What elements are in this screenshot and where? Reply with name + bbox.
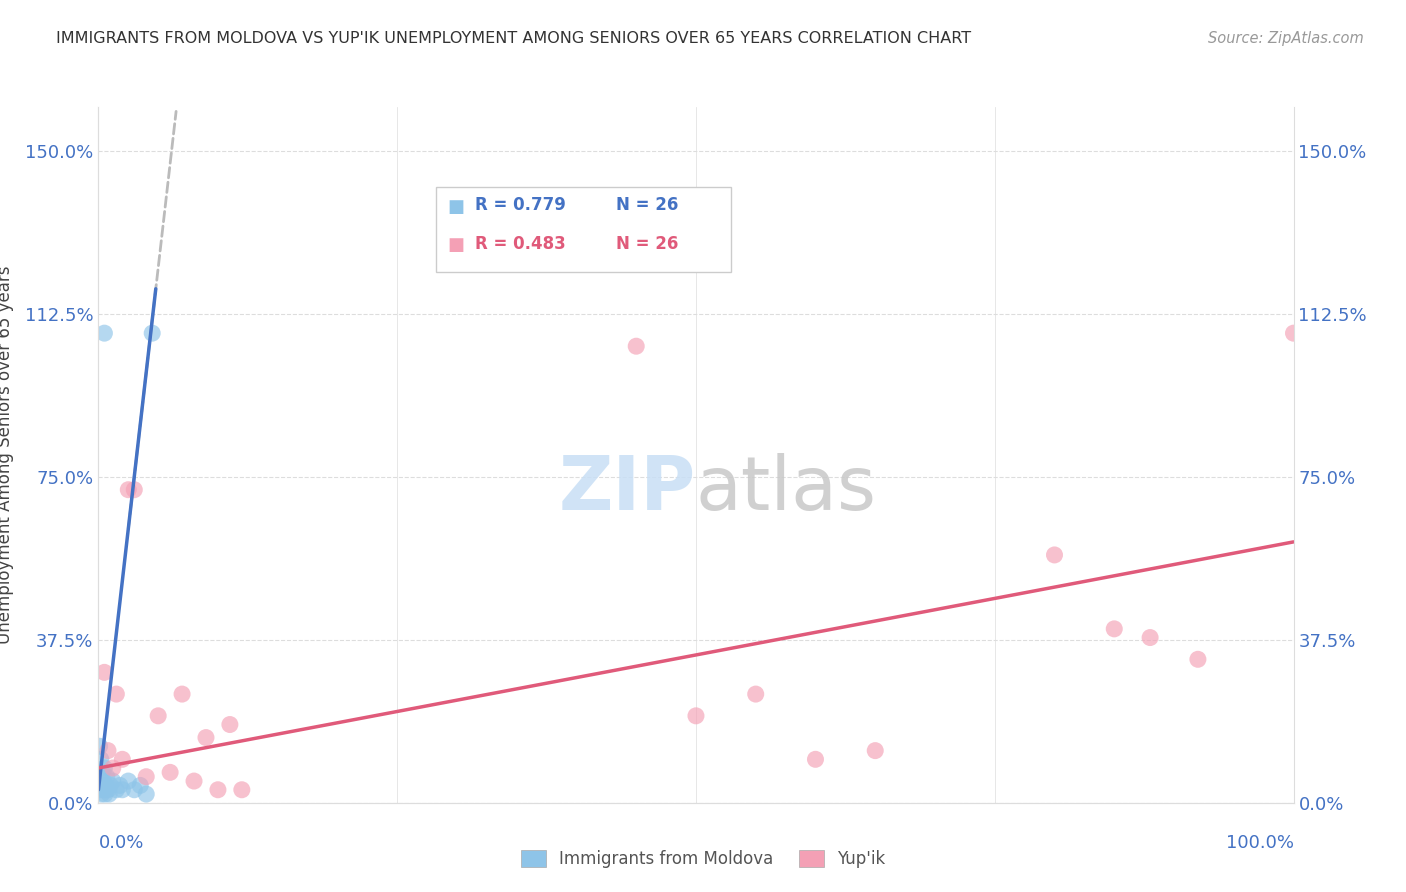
- Point: [148, 708, 170, 723]
- Point: [626, 339, 648, 353]
- Point: [93, 782, 115, 797]
- Point: [105, 782, 128, 797]
- Point: [98, 778, 122, 792]
- Text: ■: ■: [447, 236, 464, 254]
- Point: [1187, 652, 1209, 666]
- Point: [124, 483, 146, 497]
- Y-axis label: Unemployment Among Seniors over 65 years: Unemployment Among Seniors over 65 years: [0, 266, 14, 644]
- Point: [117, 774, 139, 789]
- Point: [91, 774, 114, 789]
- Point: [117, 483, 139, 497]
- Point: [183, 774, 205, 789]
- Point: [90, 752, 112, 766]
- Point: [91, 765, 114, 780]
- Point: [111, 782, 134, 797]
- Point: [90, 787, 112, 801]
- Point: [101, 774, 124, 789]
- Point: [685, 708, 707, 723]
- Point: [89, 739, 111, 754]
- Point: [96, 782, 118, 797]
- Point: [96, 770, 118, 784]
- Point: [135, 787, 157, 801]
- Text: N = 26: N = 26: [616, 196, 678, 214]
- Text: N = 26: N = 26: [616, 235, 678, 252]
- Text: R = 0.483: R = 0.483: [475, 235, 567, 252]
- Point: [219, 717, 242, 731]
- Text: Source: ZipAtlas.com: Source: ZipAtlas.com: [1208, 31, 1364, 46]
- Point: [207, 782, 229, 797]
- Point: [135, 770, 157, 784]
- Text: 100.0%: 100.0%: [1226, 834, 1294, 852]
- Text: ZIP: ZIP: [558, 453, 696, 526]
- Point: [141, 326, 163, 340]
- Point: [159, 765, 181, 780]
- Point: [89, 782, 111, 797]
- Point: [93, 761, 115, 775]
- Point: [172, 687, 194, 701]
- Text: atlas: atlas: [696, 453, 877, 526]
- Point: [94, 778, 117, 792]
- Point: [98, 787, 121, 801]
- Point: [1043, 548, 1066, 562]
- Point: [231, 782, 253, 797]
- Text: 0.0%: 0.0%: [98, 834, 143, 852]
- Point: [97, 782, 120, 797]
- Point: [129, 778, 152, 792]
- Point: [1139, 631, 1161, 645]
- Text: ■: ■: [447, 198, 464, 216]
- Point: [101, 761, 124, 775]
- Point: [93, 665, 115, 680]
- Point: [1282, 326, 1305, 340]
- Point: [91, 778, 114, 792]
- Point: [93, 326, 115, 340]
- Point: [94, 787, 117, 801]
- Point: [804, 752, 827, 766]
- Point: [863, 744, 887, 758]
- Point: [97, 744, 120, 758]
- Point: [124, 782, 146, 797]
- Point: [745, 687, 768, 701]
- Legend: Immigrants from Moldova, Yup'ik: Immigrants from Moldova, Yup'ik: [515, 843, 891, 875]
- Point: [108, 778, 131, 792]
- Text: IMMIGRANTS FROM MOLDOVA VS YUP'IK UNEMPLOYMENT AMONG SENIORS OVER 65 YEARS CORRE: IMMIGRANTS FROM MOLDOVA VS YUP'IK UNEMPL…: [56, 31, 972, 46]
- Point: [194, 731, 218, 745]
- Point: [111, 752, 134, 766]
- Point: [1102, 622, 1125, 636]
- Text: R = 0.779: R = 0.779: [475, 196, 567, 214]
- Point: [105, 687, 128, 701]
